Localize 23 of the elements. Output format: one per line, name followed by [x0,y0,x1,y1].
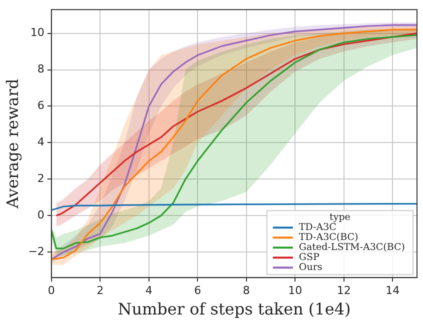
legend-title: type [330,212,351,224]
y-tick-label: 10 [30,26,44,40]
x-axis-title: Number of steps taken (1e4) [118,300,351,319]
legend-label: Ours [298,262,322,274]
x-tick-label: 2 [96,284,104,298]
x-tick-label: 6 [194,284,202,298]
y-tick-label: 4 [37,136,44,149]
x-tick-label: 10 [288,284,302,298]
legend-label: GSP [298,252,320,264]
x-tick-label: 8 [242,284,250,298]
y-tick-label: 2 [37,172,44,186]
legend-label: Gated-LSTM-A3C(BC) [298,242,406,254]
x-tick-label: 4 [145,284,152,298]
legend-label: TD-A3C [298,222,336,234]
y-tick-label: 6 [37,99,44,112]
x-tick-label: 14 [386,284,400,298]
x-tick-label: 12 [336,284,351,298]
y-tick-label: 8 [37,62,44,76]
legend-label: TD-A3C(BC) [298,232,358,244]
y-tick-label: 0 [37,208,44,222]
y-axis-title: Average reward [2,78,22,210]
x-tick-label: 0 [48,284,55,298]
y-tick-label: −2 [28,244,44,258]
